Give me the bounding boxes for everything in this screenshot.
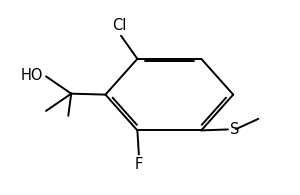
Text: F: F <box>135 157 143 172</box>
Text: S: S <box>230 122 240 137</box>
Text: Cl: Cl <box>112 18 127 33</box>
Text: HO: HO <box>20 68 43 83</box>
